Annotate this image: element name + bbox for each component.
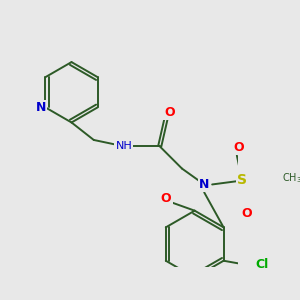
Text: O: O	[161, 192, 171, 205]
Text: S: S	[237, 173, 248, 188]
Text: CH$_3$: CH$_3$	[282, 171, 300, 185]
Text: Cl: Cl	[255, 258, 268, 271]
Text: N: N	[199, 178, 209, 191]
Text: N: N	[35, 101, 46, 114]
Text: O: O	[241, 207, 252, 220]
Text: O: O	[233, 141, 244, 154]
Text: O: O	[164, 106, 175, 118]
Text: NH: NH	[116, 141, 132, 151]
